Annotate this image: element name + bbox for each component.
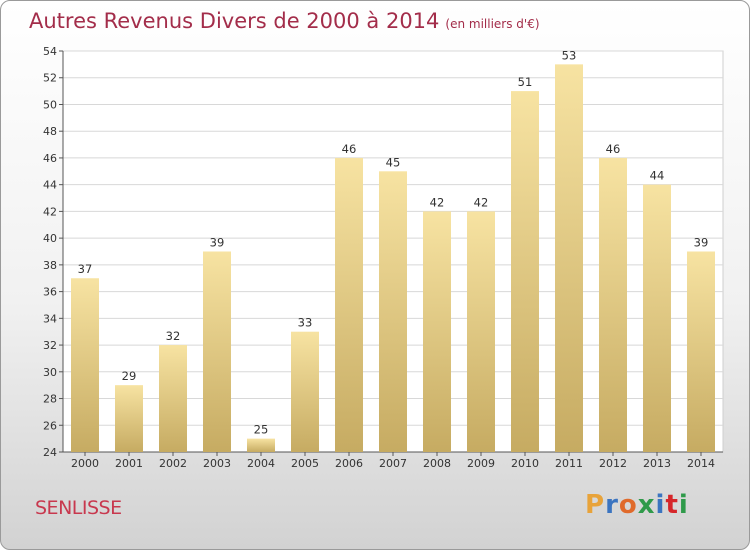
data-label: 46 xyxy=(342,142,357,156)
x-tick-label: 2004 xyxy=(247,457,275,470)
y-tick-label: 32 xyxy=(43,339,57,352)
x-tick-label: 2013 xyxy=(643,457,671,470)
logo-letter: i xyxy=(678,490,689,520)
logo-letter: i xyxy=(655,490,666,520)
x-tick-label: 2006 xyxy=(335,457,363,470)
data-label: 37 xyxy=(78,262,93,276)
y-tick-label: 42 xyxy=(43,205,57,218)
data-label: 42 xyxy=(430,195,445,209)
title-text: Autres Revenus Divers de 2000 à 2014 xyxy=(29,9,440,33)
x-tick-label: 2007 xyxy=(379,457,407,470)
x-tick-label: 2011 xyxy=(555,457,583,470)
bar xyxy=(159,345,187,452)
y-tick-label: 54 xyxy=(43,45,57,58)
y-tick-label: 30 xyxy=(43,366,57,379)
y-tick-label: 40 xyxy=(43,232,57,245)
x-tick-label: 2008 xyxy=(423,457,451,470)
data-label: 46 xyxy=(606,142,621,156)
y-tick-label: 28 xyxy=(43,393,57,406)
data-label: 42 xyxy=(474,195,489,209)
town-name: SENLISSE xyxy=(35,497,122,519)
x-tick-label: 2012 xyxy=(599,457,627,470)
x-tick-label: 2000 xyxy=(71,457,99,470)
bar xyxy=(423,211,451,452)
bar xyxy=(247,438,275,452)
bar xyxy=(511,91,539,452)
data-label: 39 xyxy=(210,236,225,250)
data-label: 44 xyxy=(650,169,665,183)
logo-letter: r xyxy=(605,490,619,520)
chart-subtitle: (en milliers d'€) xyxy=(445,17,540,31)
bar xyxy=(467,211,495,452)
x-tick-label: 2009 xyxy=(467,457,495,470)
bar xyxy=(115,385,143,452)
x-tick-label: 2001 xyxy=(115,457,143,470)
data-label: 32 xyxy=(166,329,181,343)
y-tick-label: 36 xyxy=(43,286,57,299)
y-tick-label: 48 xyxy=(43,125,57,138)
logo-letter: x xyxy=(637,490,656,520)
bar xyxy=(687,251,715,452)
y-tick-label: 34 xyxy=(43,312,57,325)
bar xyxy=(643,184,671,452)
bar xyxy=(203,251,231,452)
x-tick-label: 2014 xyxy=(687,457,715,470)
y-tick-label: 52 xyxy=(43,72,57,85)
data-label: 29 xyxy=(122,369,137,383)
data-label: 45 xyxy=(386,155,401,169)
bar xyxy=(599,157,627,452)
x-tick-label: 2005 xyxy=(291,457,319,470)
logo-letter: P xyxy=(585,490,606,520)
x-tick-label: 2002 xyxy=(159,457,187,470)
logo-letter: o xyxy=(618,490,638,520)
bar xyxy=(291,331,319,452)
x-tick-label: 2010 xyxy=(511,457,539,470)
bar xyxy=(335,157,363,452)
data-label: 51 xyxy=(518,75,533,89)
data-label: 39 xyxy=(694,236,709,250)
y-tick-label: 44 xyxy=(43,179,57,192)
bar xyxy=(379,171,407,453)
y-tick-label: 26 xyxy=(43,419,57,432)
x-tick-label: 2003 xyxy=(203,457,231,470)
bar xyxy=(555,64,583,452)
chart-title: Autres Revenus Divers de 2000 à 2014 (en … xyxy=(29,9,540,33)
proxiti-logo: Proxiti xyxy=(585,490,689,520)
y-tick-label: 38 xyxy=(43,259,57,272)
logo-letter: t xyxy=(665,490,679,520)
y-tick-label: 50 xyxy=(43,98,57,111)
y-tick-label: 24 xyxy=(43,446,57,459)
data-label: 33 xyxy=(298,316,313,330)
y-tick-label: 46 xyxy=(43,152,57,165)
data-label: 25 xyxy=(254,423,269,437)
bar xyxy=(71,278,99,452)
data-label: 53 xyxy=(562,48,577,62)
